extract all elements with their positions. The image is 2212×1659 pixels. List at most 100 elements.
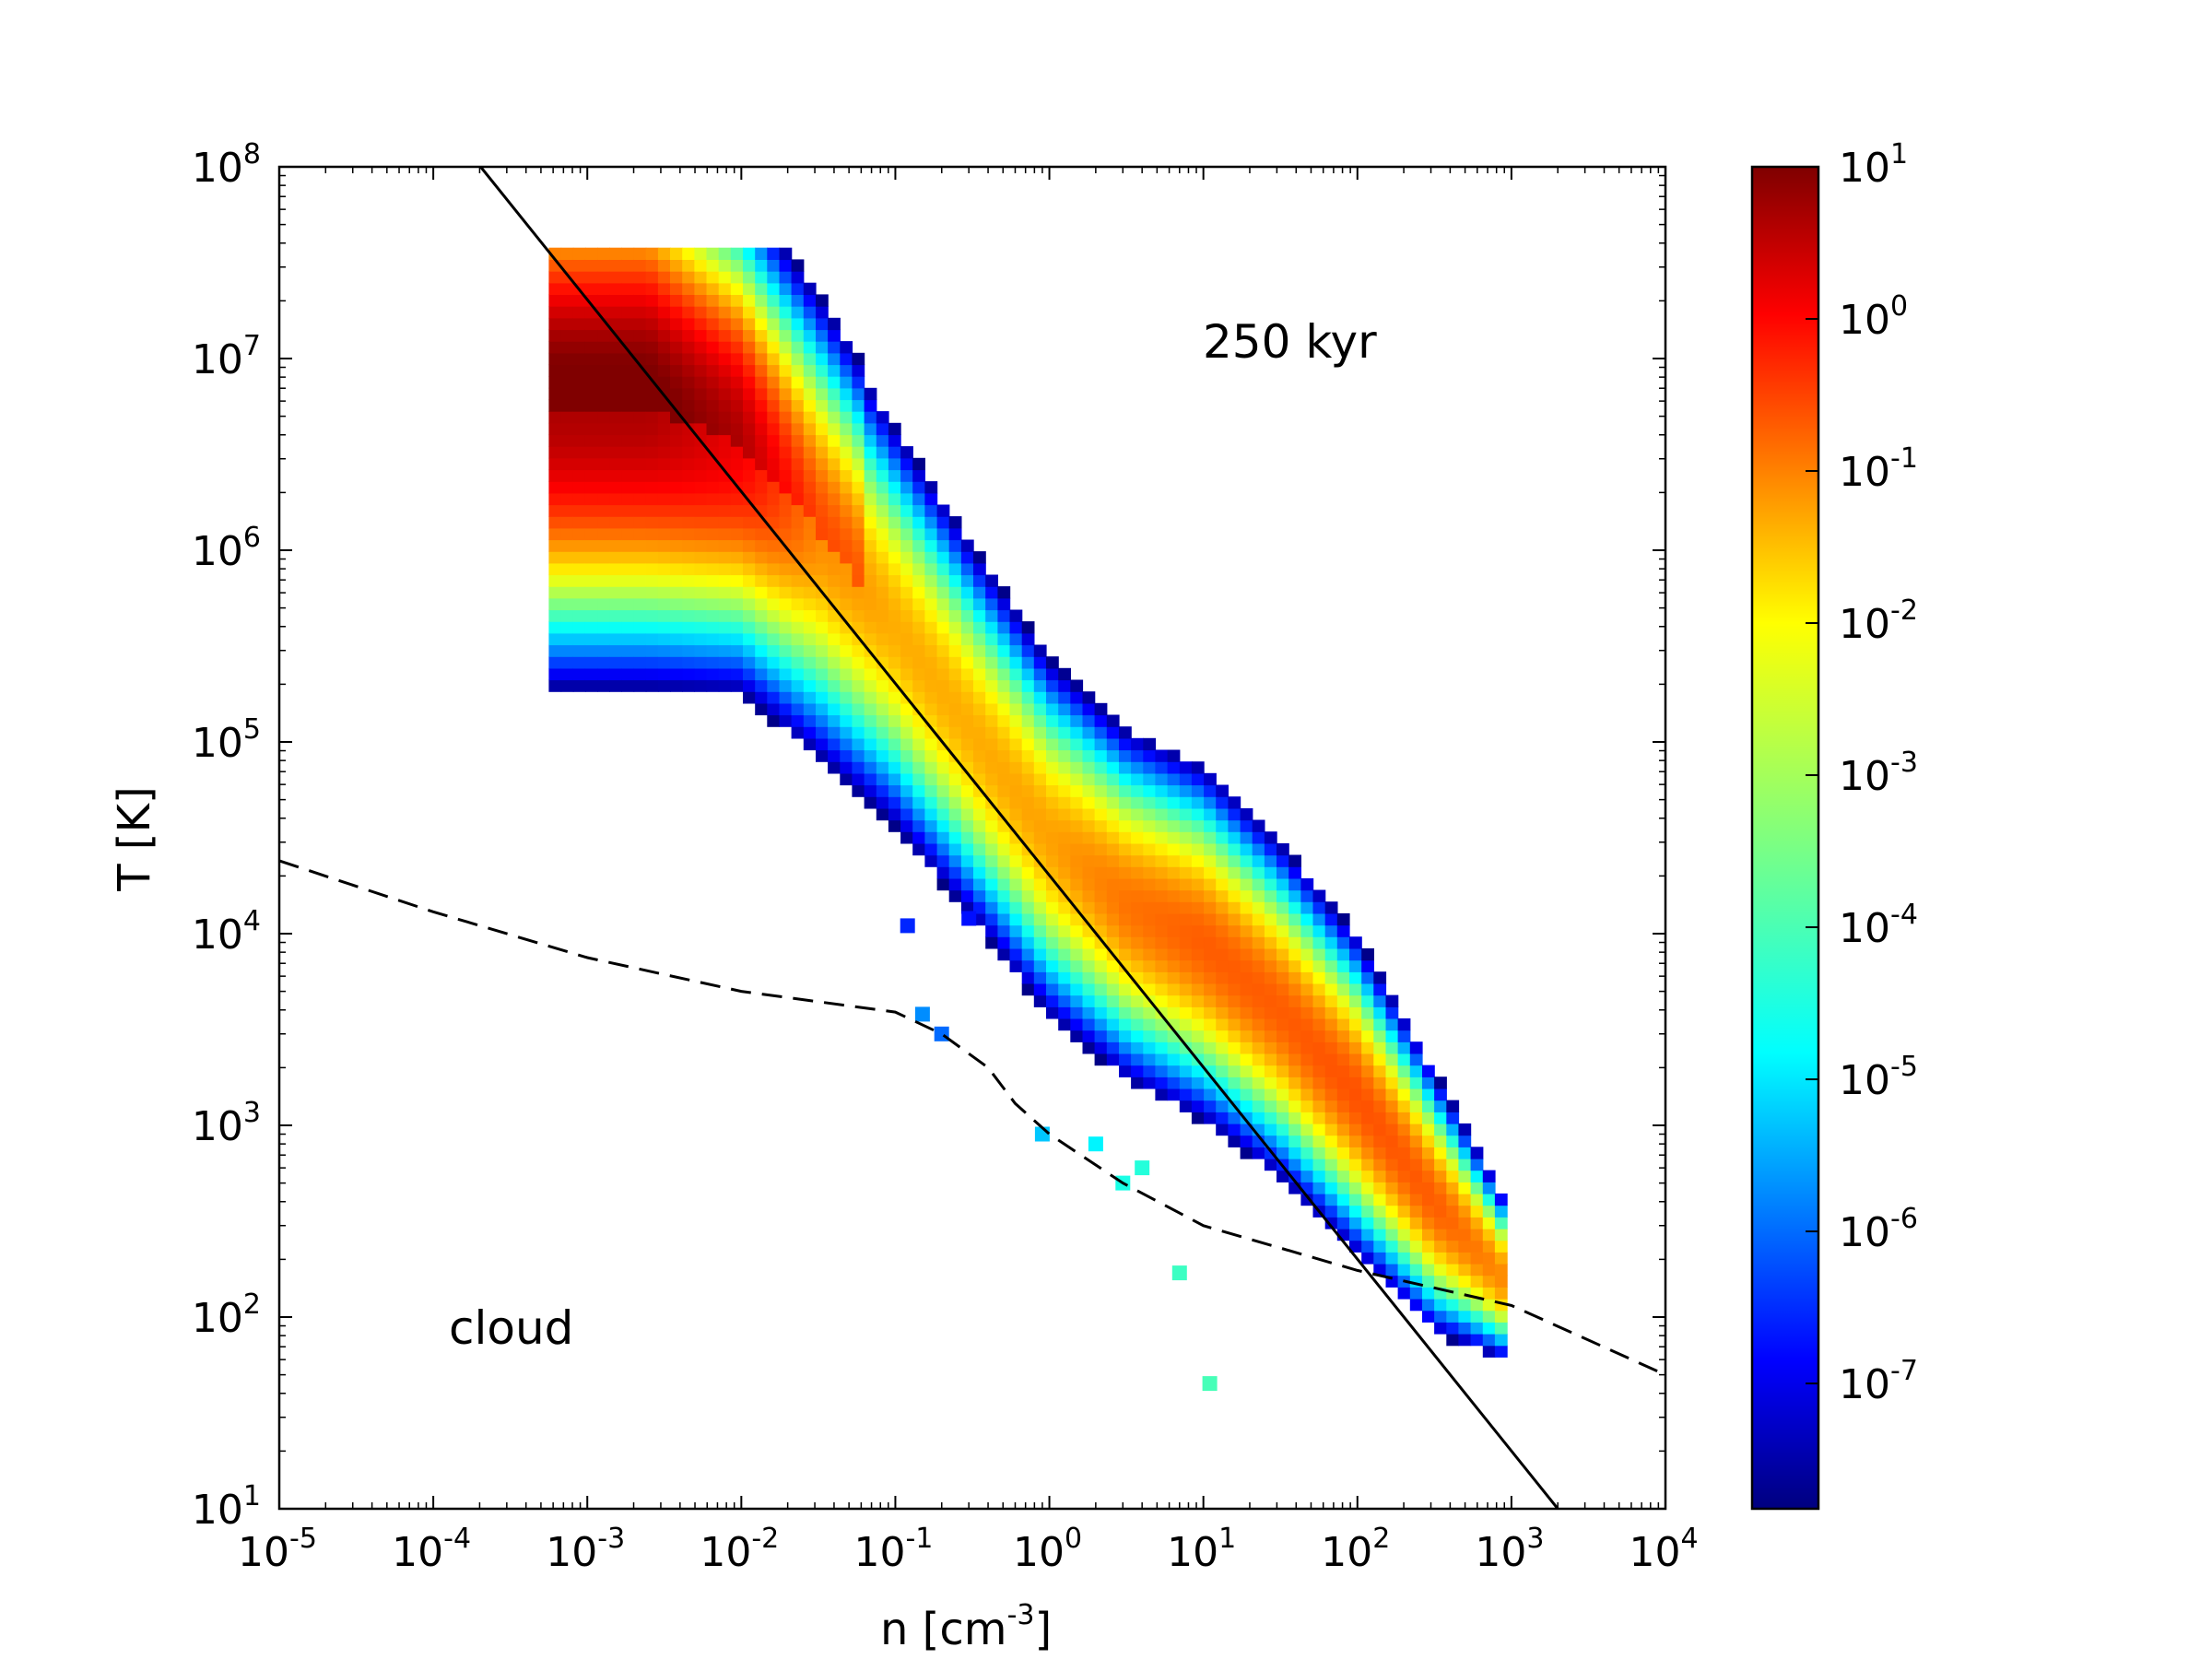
heatmap-cell [1277,924,1289,937]
heatmap-cell [645,446,659,459]
heatmap-cell [1264,1112,1277,1124]
heatmap-cell [1082,877,1096,891]
heatmap-cell [1058,959,1071,972]
heatmap-cell [1155,994,1169,1007]
heatmap-cell [730,597,744,611]
heatmap-cell [694,527,708,541]
heatmap-cell [828,749,841,762]
heatmap-cell [1094,819,1108,832]
heatmap-cell [864,702,877,716]
heatmap-cell [960,819,974,832]
heatmap-cell [1046,889,1059,902]
heatmap-cell [1155,1053,1169,1066]
heatmap-cell [718,551,732,564]
heatmap-cell [657,574,671,587]
heatmap-cell [1277,842,1289,856]
heatmap-cell [948,784,962,797]
heatmap-cell [900,457,913,471]
heatmap-cell [670,387,683,401]
heatmap-cell [767,551,781,564]
heatmap-cell [997,749,1011,762]
heatmap-cell [985,679,998,692]
heatmap-cell [960,796,974,809]
heatmap-cell [985,807,998,821]
heatmap-cell [657,411,671,424]
heatmap-cell [1324,1053,1338,1066]
heatmap-cell [1094,761,1108,774]
heatmap-cell [584,597,598,611]
heatmap-cell [755,702,768,716]
heatmap-cell [1191,1041,1205,1054]
heatmap-cell [730,586,744,599]
heatmap-cell [1155,1041,1169,1054]
heatmap-cell [997,947,1011,961]
heatmap-cell [1106,1041,1120,1054]
heatmap-cell [1373,1123,1387,1136]
heatmap-cell [912,702,925,716]
heatmap-cell [840,539,853,552]
heatmap-cell [985,784,998,797]
heatmap-cell [1277,866,1289,879]
heatmap-cell [584,656,598,669]
heatmap-cell [730,411,744,424]
heatmap-cell [1191,889,1205,902]
heatmap-cell [657,376,671,389]
heatmap-cell [1009,947,1023,961]
heatmap-cell [1204,959,1217,972]
heatmap-cell [548,376,562,389]
heatmap-cell [767,586,781,599]
heatmap-cell [682,364,695,377]
heatmap-cell [767,679,781,692]
heatmap-cell [1033,807,1047,821]
heatmap-cell [924,481,938,494]
heatmap-cell [1373,1205,1387,1218]
heatmap-cell [584,247,598,260]
heatmap-cell [572,539,586,552]
y-tick-label: 108 [192,138,261,192]
heatmap-cell [1216,994,1229,1007]
heatmap-cell [1179,819,1193,832]
heatmap-cell [1470,1275,1484,1288]
heatmap-cell [1312,936,1326,949]
heatmap-cell [864,726,877,739]
heatmap-cell [1324,901,1338,914]
heatmap-cell [1009,807,1023,821]
heatmap-cell [1312,1193,1326,1206]
heatmap-cell [1082,772,1096,786]
heatmap-cell [985,819,998,832]
heatmap-cell [840,527,853,541]
heatmap-cell [936,877,950,891]
heatmap-cell [1240,982,1253,996]
heatmap-cell [1409,1041,1423,1054]
heatmap-cell [924,597,938,611]
heatmap-cell [743,411,756,424]
heatmap-cell [948,679,962,692]
heatmap-cell [1082,691,1096,704]
heatmap-cell [633,446,647,459]
heatmap-cell [1300,1053,1314,1066]
heatmap-cell [973,656,986,669]
heatmap-cell [657,539,671,552]
heatmap-cell [816,317,829,331]
heatmap-cell [755,562,768,576]
heatmap-cell [621,644,635,657]
heatmap-cell [1021,889,1035,902]
heatmap-cell [1434,1228,1447,1241]
heatmap-cell [706,329,720,342]
heatmap-cell [816,294,829,307]
heatmap-cell [888,807,901,821]
heatmap-cell [1009,702,1023,716]
heatmap-cell [973,877,986,891]
reference-lines [279,167,1665,1509]
heatmap-cell [900,504,913,517]
heatmap-cell [633,376,647,389]
heatmap-cell [1204,842,1217,856]
heatmap-cell [1336,1006,1350,1019]
heatmap-cell [852,656,865,669]
heatmap-cell [1277,877,1289,891]
heatmap-cell [694,341,708,354]
heatmap-cell [584,562,598,576]
heatmap-cell [645,562,659,576]
heatmap-cell [1300,1100,1314,1112]
heatmap-cell [985,656,998,669]
